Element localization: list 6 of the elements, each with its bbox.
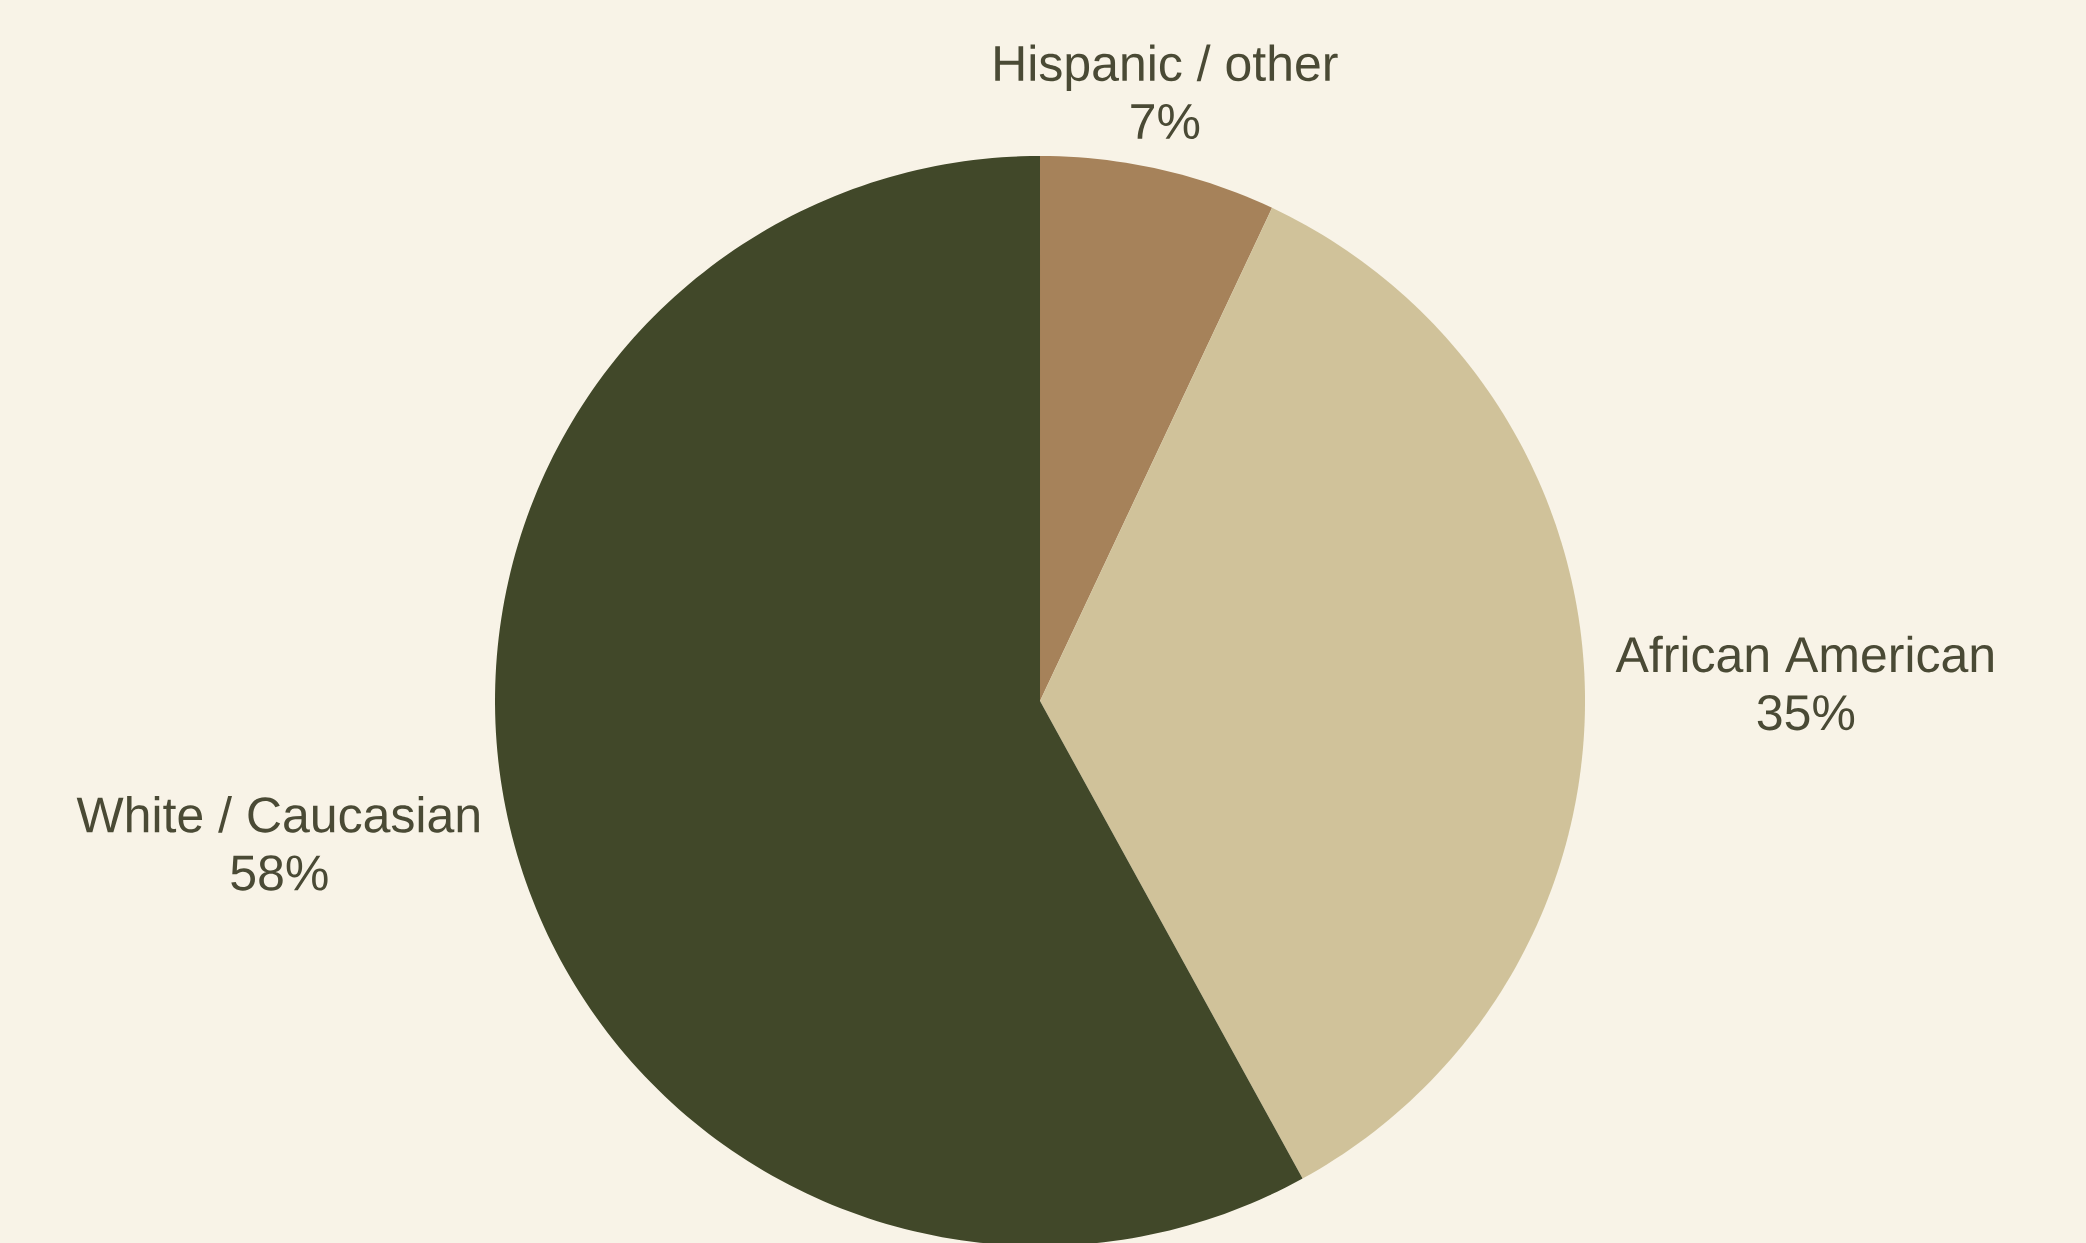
data-label: 35%: [1757, 694, 1855, 731]
slice-label: Hispanic / other: [995, 44, 1338, 92]
data-label: 7%: [1131, 104, 1200, 139]
data-label: 58%: [231, 855, 328, 891]
slice-label: African American: [1615, 635, 1993, 673]
slice-label: White / Caucasian: [76, 795, 479, 833]
